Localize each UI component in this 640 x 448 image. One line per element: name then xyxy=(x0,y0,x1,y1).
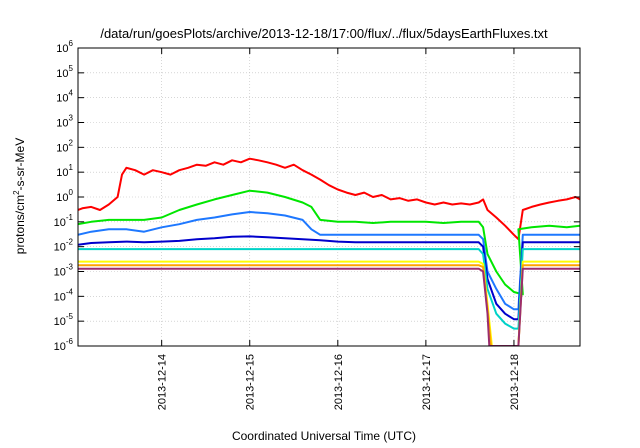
y-axis: 10-610-510-410-310-210-11001011021031041… xyxy=(54,39,580,353)
y-tick-exponent: -1 xyxy=(66,213,74,222)
y-tick-exponent: 4 xyxy=(69,89,74,98)
y-tick-label: 106 xyxy=(56,39,73,55)
x-axis-label: Coordinated Universal Time (UTC) xyxy=(232,429,416,443)
y-tick-label: 103 xyxy=(56,114,73,130)
chart-title: /data/run/goesPlots/archive/2013-12-18/1… xyxy=(100,26,548,41)
y-tick-label: 105 xyxy=(56,64,73,80)
series-line-1 xyxy=(78,157,580,241)
y-tick-exponent: 5 xyxy=(69,64,74,73)
y-tick-exponent: 6 xyxy=(69,39,74,48)
x-tick-label: 2013-12-16 xyxy=(333,354,345,410)
y-tick-label: 101 xyxy=(56,163,73,179)
series-line-3 xyxy=(78,211,580,311)
y-tick-base: 10 xyxy=(56,167,68,179)
x-tick-label: 2013-12-18 xyxy=(509,354,521,410)
y-axis-label-exponent: 2 xyxy=(12,190,21,195)
y-tick-label: 10-6 xyxy=(54,337,74,353)
y-tick-exponent: 2 xyxy=(69,138,74,147)
x-tick-label: 2013-12-14 xyxy=(157,354,169,410)
y-tick-base: 10 xyxy=(54,242,66,254)
series-line-4 xyxy=(78,235,580,321)
y-axis-label: protons/cm2-s-sr-MeV xyxy=(12,138,27,254)
y-tick-exponent: -2 xyxy=(66,238,74,247)
x-tick-label: 2013-12-15 xyxy=(245,354,257,410)
y-tick-label: 10-4 xyxy=(54,287,74,303)
y-tick-exponent: 1 xyxy=(69,163,74,172)
y-tick-label: 100 xyxy=(56,188,73,204)
series-line-2 xyxy=(78,189,580,296)
y-tick-label: 10-5 xyxy=(54,312,74,328)
series-group xyxy=(78,157,580,346)
y-tick-exponent: 3 xyxy=(69,114,74,123)
y-tick-exponent: -3 xyxy=(66,263,74,272)
series-line-5 xyxy=(78,248,580,330)
y-tick-exponent: -4 xyxy=(66,287,74,296)
series-line-6 xyxy=(78,260,580,346)
y-tick-base: 10 xyxy=(54,267,66,279)
y-tick-label: 104 xyxy=(56,89,73,105)
series-line-8 xyxy=(78,267,580,346)
y-axis-label-unit: -s-sr-MeV xyxy=(13,138,27,191)
x-axis: 2013-12-14 2013-12-15 2013-12-16 2013-12-17… xyxy=(157,48,521,410)
y-tick-exponent: -5 xyxy=(66,312,74,321)
y-tick-label: 102 xyxy=(56,138,73,154)
y-tick-base: 10 xyxy=(56,43,68,55)
y-tick-base: 10 xyxy=(56,118,68,130)
y-axis-label-main: protons/cm xyxy=(13,195,27,254)
y-tick-base: 10 xyxy=(54,341,66,353)
y-tick-base: 10 xyxy=(54,316,66,328)
y-tick-base: 10 xyxy=(56,68,68,80)
y-tick-label: 10-3 xyxy=(54,263,74,279)
y-tick-base: 10 xyxy=(54,291,66,303)
y-tick-base: 10 xyxy=(56,93,68,105)
series-line-7 xyxy=(78,264,580,346)
y-tick-label: 10-2 xyxy=(54,238,74,254)
y-tick-exponent: 0 xyxy=(69,188,74,197)
y-tick-base: 10 xyxy=(56,192,68,204)
y-tick-label: 10-1 xyxy=(54,213,74,229)
y-tick-exponent: -6 xyxy=(66,337,74,346)
y-tick-base: 10 xyxy=(56,142,68,154)
x-tick-label: 2013-12-17 xyxy=(421,354,433,410)
y-tick-base: 10 xyxy=(54,217,66,229)
